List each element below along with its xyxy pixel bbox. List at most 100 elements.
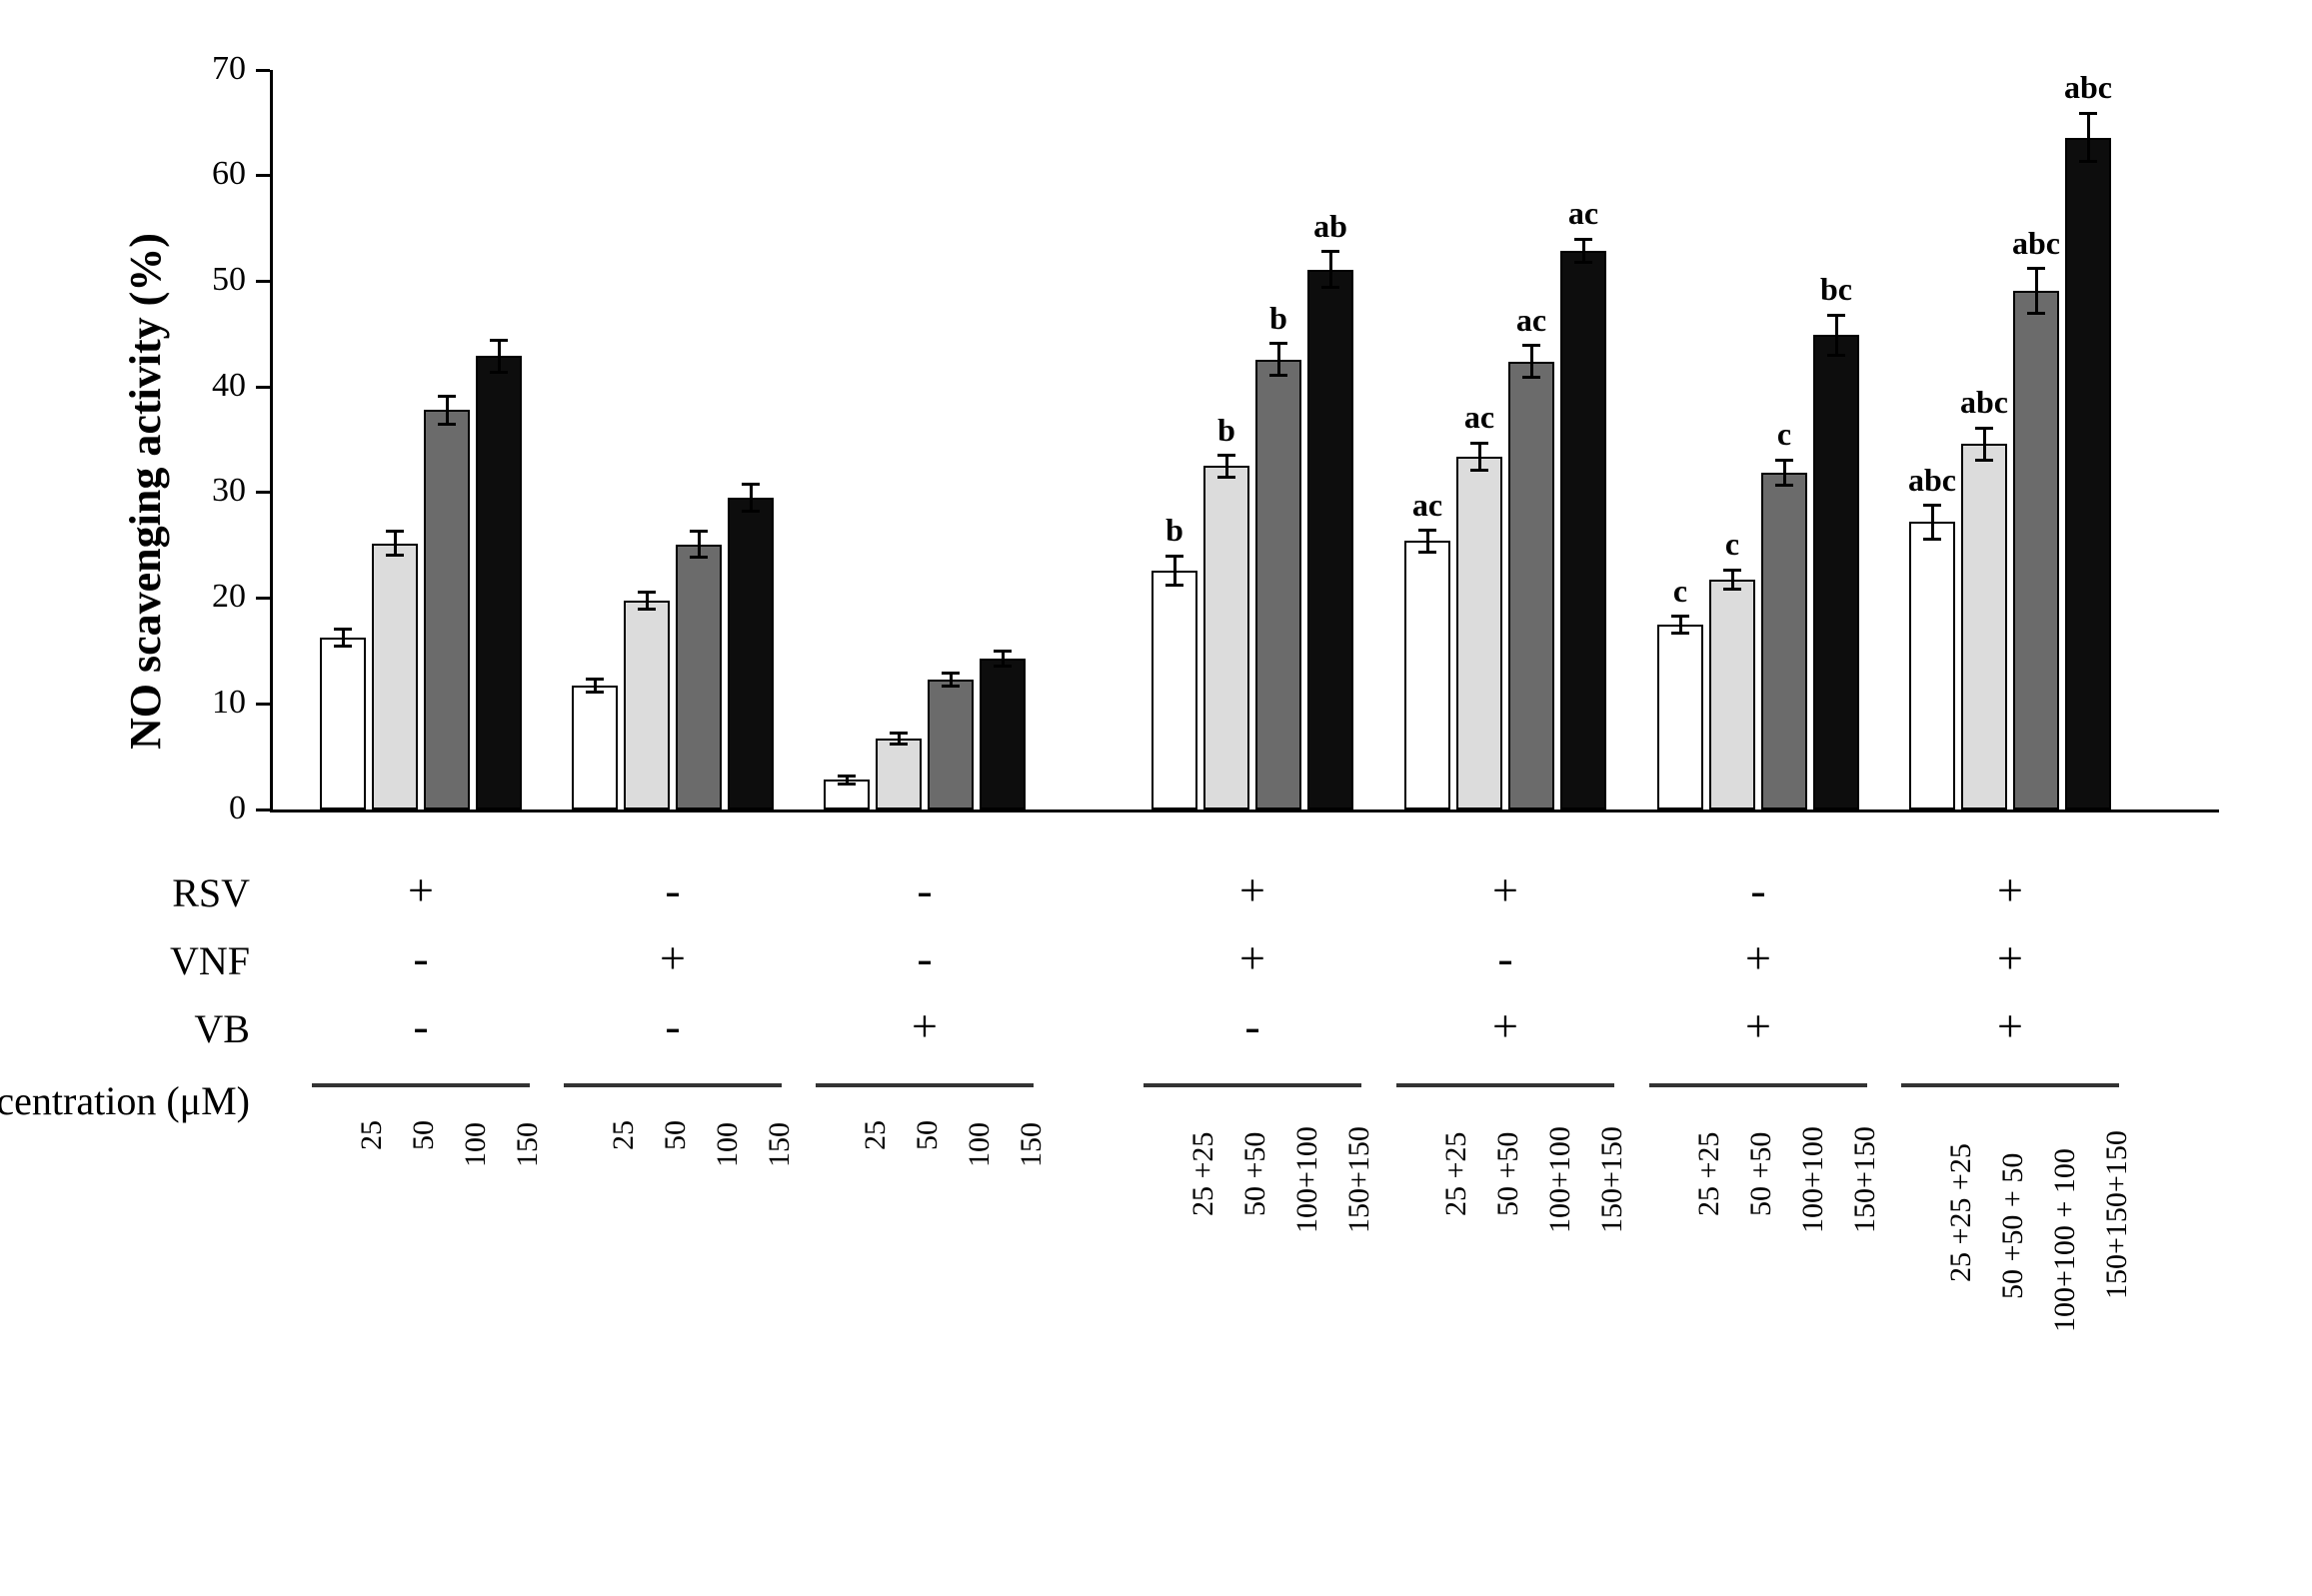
error-bar-cap <box>2079 160 2097 163</box>
error-bar-cap <box>690 530 708 533</box>
bar <box>980 659 1026 809</box>
error-bar-cap <box>386 554 404 557</box>
error-bar-cap <box>1522 344 1540 347</box>
bar <box>1709 580 1755 809</box>
bar <box>1657 625 1703 809</box>
bar <box>476 356 522 809</box>
bar <box>2065 138 2111 809</box>
error-bar <box>2087 113 2090 162</box>
error-bar-cap <box>1269 374 1287 377</box>
error-bar-cap <box>490 339 508 342</box>
concentration-value: 25 +25 +25 <box>1944 1143 1978 1282</box>
y-tick <box>256 280 270 283</box>
error-bar-cap <box>1165 584 1183 587</box>
concentration-value: 25 <box>607 1120 641 1150</box>
error-bar <box>1478 443 1481 470</box>
treatment-cell: - <box>381 999 461 1052</box>
error-bar <box>1582 239 1585 262</box>
y-tick-label: 70 <box>176 50 246 88</box>
y-tick-label: 30 <box>176 472 246 510</box>
treatment-cell: - <box>1718 863 1798 916</box>
error-bar-cap <box>1775 484 1793 487</box>
bar <box>1152 571 1197 809</box>
bar <box>876 739 922 809</box>
significance-label: ab <box>1280 208 1380 245</box>
error-bar-cap <box>838 775 856 778</box>
treatment-cell: + <box>1970 931 2050 984</box>
bar <box>676 545 722 809</box>
error-bar-cap <box>1321 250 1339 253</box>
error-bar-cap <box>1418 529 1436 532</box>
concentration-value: 150 <box>763 1122 797 1167</box>
error-bar-cap <box>1470 442 1488 445</box>
treatment-cell: + <box>633 931 713 984</box>
concentration-value: 100 <box>711 1122 745 1167</box>
concentration-value: 150 <box>511 1122 545 1167</box>
error-bar-cap <box>490 371 508 374</box>
error-bar-cap <box>1671 632 1689 635</box>
y-tick-label: 10 <box>176 684 246 722</box>
error-bar <box>1983 428 1986 460</box>
error-bar <box>446 397 449 424</box>
error-bar-cap <box>2079 112 2097 115</box>
error-bar-cap <box>1671 615 1689 618</box>
concentration-value: 50 +50 + 50 <box>1996 1152 2030 1298</box>
bar <box>624 601 670 809</box>
error-bar <box>646 592 649 609</box>
concentration-value: 100+100 <box>1543 1126 1577 1233</box>
error-bar <box>750 484 753 511</box>
significance-label: ac <box>1533 195 1633 232</box>
concentration-value: 50 <box>407 1120 441 1150</box>
y-tick <box>256 174 270 177</box>
bar <box>424 410 470 809</box>
treatment-row-label: VNF <box>0 937 250 984</box>
treatment-cell: + <box>1465 999 1545 1052</box>
error-bar-cap <box>1470 469 1488 472</box>
treatment-row-label: VB <box>0 1005 250 1052</box>
error-bar-cap <box>994 650 1012 653</box>
concentration-rule <box>1901 1083 2119 1087</box>
error-bar <box>394 532 397 555</box>
error-bar-cap <box>438 423 456 426</box>
concentration-value: 150+150 <box>1342 1126 1376 1233</box>
bar <box>1761 473 1807 809</box>
error-bar <box>1931 506 1934 540</box>
error-bar <box>1173 556 1176 586</box>
treatment-cell: - <box>633 863 713 916</box>
error-bar <box>2035 269 2038 313</box>
concentration-value: 100+100 <box>1290 1126 1324 1233</box>
significance-label: bc <box>1786 271 1886 308</box>
error-bar-cap <box>638 591 656 594</box>
error-bar-cap <box>1217 476 1235 479</box>
y-tick-label: 50 <box>176 261 246 299</box>
error-bar-cap <box>742 510 760 513</box>
error-bar-cap <box>838 783 856 786</box>
bar <box>1404 541 1450 809</box>
treatment-cell: + <box>1212 863 1292 916</box>
bar <box>372 544 418 809</box>
figure-container: 010203040506070NO scavenging activity (%… <box>0 0 2312 1596</box>
error-bar-cap <box>1522 376 1540 379</box>
concentration-value: 25 +25 <box>1439 1132 1473 1216</box>
bar <box>572 686 618 809</box>
error-bar-cap <box>1775 459 1793 462</box>
y-tick-label: 20 <box>176 578 246 616</box>
error-bar <box>1731 570 1734 589</box>
bar <box>1560 251 1606 809</box>
significance-label: abc <box>2038 69 2138 106</box>
error-bar-cap <box>1923 504 1941 507</box>
error-bar-cap <box>1975 459 1993 462</box>
treatment-cell: + <box>381 863 461 916</box>
error-bar-cap <box>994 665 1012 668</box>
treatment-cell: - <box>1212 999 1292 1052</box>
error-bar-cap <box>1269 342 1287 345</box>
y-tick <box>256 703 270 706</box>
error-bar-cap <box>334 645 352 648</box>
treatment-cell: + <box>1970 863 2050 916</box>
y-tick <box>256 597 270 600</box>
concentration-value: 50 +50 <box>1491 1132 1525 1216</box>
y-tick-label: 60 <box>176 155 246 193</box>
concentration-rule <box>1649 1083 1867 1087</box>
y-axis-label: NO scavenging activity (%) <box>120 233 171 750</box>
concentration-value: 25 <box>859 1120 893 1150</box>
